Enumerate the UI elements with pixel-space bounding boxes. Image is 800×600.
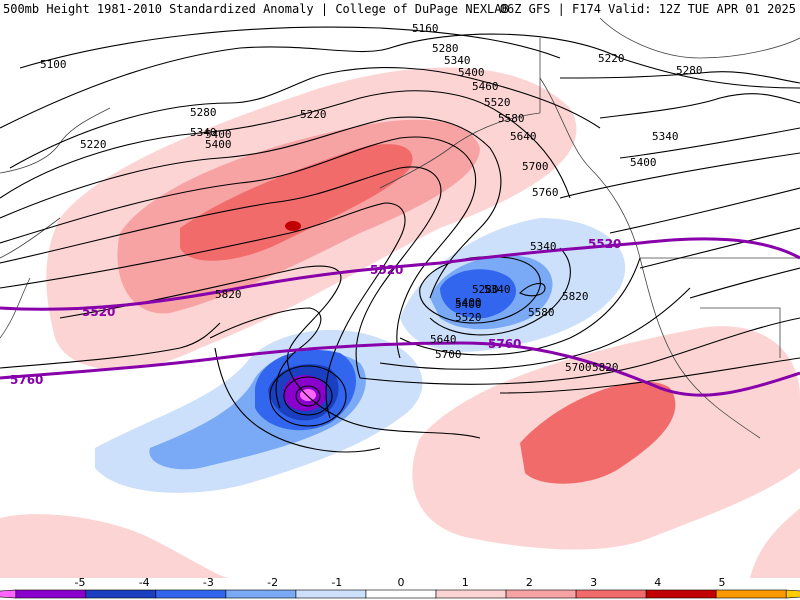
contour-label-layer: 5160528053405400546055205580564057005760… — [40, 22, 703, 374]
positive-anomaly-region — [520, 381, 676, 484]
colorbar-tick-label: -1 — [331, 577, 342, 589]
colorbar-swatch — [575, 589, 647, 599]
contour-label: 5700 — [522, 160, 549, 173]
contour-label: 5460 — [472, 80, 499, 93]
contour-label: 5520 — [455, 311, 482, 324]
contour-label: 5340 — [444, 54, 471, 67]
contour-label: 5760 — [532, 186, 559, 199]
colorbar-tick-label: -5 — [75, 577, 86, 589]
colorbar-swatch — [785, 589, 800, 599]
contour-label: 5400 — [205, 128, 232, 141]
contour-label: 5400 — [455, 296, 482, 309]
colorbar-swatch — [155, 589, 227, 599]
contour-label: 5580 — [528, 306, 555, 319]
contour-label: 5280 — [190, 106, 217, 119]
positive-anomaly-region — [0, 514, 230, 578]
map-title: 500mb Height 1981-2010 Standardized Anom… — [3, 2, 509, 16]
negative-anomaly-region — [440, 269, 516, 319]
run-info: 06Z GFS | F174 Valid: 12Z TUE APR 01 202… — [499, 2, 796, 16]
contour-label: 5640 — [430, 333, 457, 346]
colorbar-tick-label: 3 — [590, 577, 597, 589]
height-contours — [0, 26, 800, 453]
purple-label-layer: 5520 5520 5520 5760 5760 — [10, 237, 621, 387]
contour-label: 5220 — [300, 108, 327, 121]
colorbar-tick-label: 0 — [398, 577, 405, 589]
contour-label: 5400 — [458, 66, 485, 79]
highlight-contour-label: 5760 — [488, 337, 521, 351]
contour-label: 5820 — [592, 361, 619, 374]
contour-label: 5820 — [215, 288, 242, 301]
highlight-contour-label: 5520 — [588, 237, 621, 251]
colorbar-tick-label: 1 — [462, 577, 469, 589]
colorbar-tick-label: 5 — [719, 577, 726, 589]
anomaly-map: 5160528053405400546055205580564057005760… — [0, 18, 800, 578]
colorbar: -5 -4 -3 -2 -1 0 1 2 3 4 5 — [0, 577, 800, 599]
colorbar-swatch — [295, 589, 367, 599]
colorbar-swatch — [435, 589, 507, 599]
highlight-contour-label: 5760 — [10, 373, 43, 387]
contour-label: 5340 — [190, 126, 217, 139]
colorbar-swatch — [505, 589, 577, 599]
colorbar-swatches — [0, 589, 800, 599]
contour-label: 5700 — [565, 361, 592, 374]
contour-label: 5160 — [412, 22, 439, 35]
colorbar-swatch — [0, 589, 17, 599]
contour-label: 5220 — [598, 52, 625, 65]
colorbar-swatch — [365, 589, 437, 599]
contour-label: 5220 — [80, 138, 107, 151]
contour-label: 5280 — [676, 64, 703, 77]
colorbar-ticks: -5 -4 -3 -2 -1 0 1 2 3 4 5 — [75, 577, 726, 589]
map-header: 500mb Height 1981-2010 Standardized Anom… — [0, 0, 800, 18]
contour-label: 5400 — [630, 156, 657, 169]
colorbar-swatch — [85, 589, 157, 599]
colorbar-tick-label: -4 — [139, 577, 150, 589]
anomaly-shading — [0, 67, 800, 578]
contour-label: 5640 — [510, 130, 537, 143]
colorbar-swatch — [15, 589, 87, 599]
highlight-contours — [0, 237, 800, 397]
contour-label: 5400 — [455, 298, 482, 311]
highlight-contour-label: 5520 — [82, 305, 115, 319]
colorbar-tick-label: -3 — [203, 577, 214, 589]
contour-label: 5340 — [484, 283, 511, 296]
contour-label: 5280 — [432, 42, 459, 55]
positive-anomaly-region — [285, 221, 301, 231]
contour-label: 5820 — [562, 290, 589, 303]
colorbar-swatch — [715, 589, 787, 599]
colorbar-swatch — [225, 589, 297, 599]
colorbar-tick-label: -2 — [267, 577, 278, 589]
colorbar-tick-label: 4 — [654, 577, 661, 589]
contour-label: 5340 — [652, 130, 679, 143]
contour-label: 5340 — [530, 240, 557, 253]
colorbar-tick-label: 2 — [526, 577, 533, 589]
positive-anomaly-region — [750, 508, 800, 578]
contour-label: 5400 — [205, 138, 232, 151]
colorbar-swatch — [645, 589, 717, 599]
contour-label: 5100 — [40, 58, 67, 71]
contour-label: 5520 — [484, 96, 511, 109]
contour-label: 5280 — [472, 283, 499, 296]
positive-anomaly-region — [180, 144, 413, 261]
contour-label: 5700 — [435, 348, 462, 361]
contour-label: 5580 — [498, 112, 525, 125]
highlight-contour-label: 5520 — [370, 263, 403, 277]
